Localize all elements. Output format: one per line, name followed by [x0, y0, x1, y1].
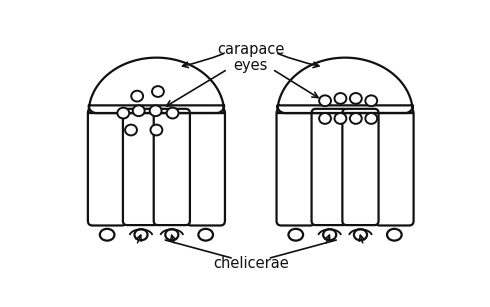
- FancyBboxPatch shape: [276, 108, 315, 225]
- Ellipse shape: [366, 113, 377, 124]
- Ellipse shape: [152, 86, 164, 97]
- Ellipse shape: [133, 105, 145, 116]
- Ellipse shape: [150, 125, 162, 135]
- Text: carapace: carapace: [217, 42, 284, 57]
- Ellipse shape: [167, 108, 178, 119]
- Ellipse shape: [198, 229, 213, 241]
- Ellipse shape: [323, 229, 336, 240]
- Ellipse shape: [165, 229, 178, 240]
- FancyBboxPatch shape: [88, 108, 126, 225]
- Ellipse shape: [319, 95, 331, 106]
- FancyBboxPatch shape: [343, 109, 379, 225]
- Ellipse shape: [350, 113, 362, 124]
- FancyBboxPatch shape: [123, 109, 159, 225]
- Ellipse shape: [150, 105, 162, 116]
- FancyBboxPatch shape: [312, 109, 348, 225]
- Ellipse shape: [100, 229, 115, 241]
- Text: chelicerae: chelicerae: [213, 256, 289, 271]
- Polygon shape: [89, 58, 224, 113]
- Ellipse shape: [289, 229, 303, 241]
- FancyBboxPatch shape: [375, 108, 414, 225]
- Ellipse shape: [387, 229, 402, 241]
- Ellipse shape: [335, 113, 346, 124]
- Ellipse shape: [118, 108, 129, 119]
- Ellipse shape: [125, 125, 137, 135]
- Ellipse shape: [354, 229, 367, 240]
- FancyBboxPatch shape: [154, 109, 190, 225]
- Ellipse shape: [134, 229, 147, 240]
- Ellipse shape: [366, 95, 377, 106]
- Text: eyes: eyes: [234, 58, 268, 73]
- Ellipse shape: [131, 91, 143, 102]
- Ellipse shape: [350, 93, 362, 104]
- Polygon shape: [277, 58, 413, 113]
- Ellipse shape: [335, 93, 346, 104]
- FancyBboxPatch shape: [186, 108, 225, 225]
- Ellipse shape: [319, 113, 331, 124]
